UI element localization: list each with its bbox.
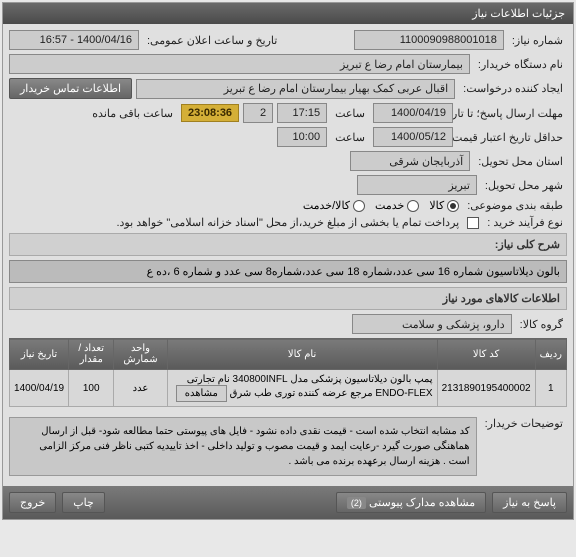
- buyer-note-text: کد مشابه انتخاب شده است - قیمت نقدی داده…: [9, 417, 477, 476]
- view-good-button[interactable]: مشاهده: [176, 385, 227, 402]
- remaining-label: ساعت باقی مانده: [88, 107, 177, 120]
- requester-field: اقبال عربی کمک بهیار بیمارستان امام رضا …: [136, 79, 455, 99]
- radio-dot-icon: [447, 200, 459, 212]
- category-radio-group: کالا خدمت کالا/خدمت: [303, 199, 459, 212]
- attachment-count-badge: (2): [347, 497, 366, 509]
- category-label: طبقه بندی موضوعی:: [463, 199, 567, 212]
- contact-info-button[interactable]: اطلاعات تماس خریدار: [9, 78, 132, 99]
- view-attachments-button[interactable]: مشاهده مدارک پیوستی (2): [336, 492, 486, 513]
- buyer-note-label: توضیحات خریدار:: [481, 413, 567, 430]
- footer-bar: پاسخ به نیاز مشاهده مدارک پیوستی (2) چاپ…: [3, 486, 573, 519]
- buy-type-label: نوع فرآیند خرید :: [483, 216, 567, 229]
- public-announce-label: تاریخ و ساعت اعلان عمومی:: [143, 34, 281, 47]
- answer-need-button[interactable]: پاسخ به نیاز: [492, 492, 567, 513]
- need-no-label: شماره نیاز:: [508, 34, 567, 47]
- col-date: تاریخ نیاز: [10, 339, 69, 370]
- need-no-field: 1100090988001018: [354, 30, 504, 50]
- col-code: کد کالا: [437, 339, 535, 370]
- table-header-row: ردیف کد کالا نام کالا واحد شمارش تعداد /…: [10, 339, 567, 370]
- need-details-panel: جزئیات اطلاعات نیاز شماره نیاز: 11000909…: [2, 2, 574, 520]
- table-row: 1 2131890195400002 پمپ بالون دیلاتاسیون …: [10, 370, 567, 407]
- col-idx: ردیف: [535, 339, 566, 370]
- response-time-field: 17:15: [277, 103, 327, 123]
- col-unit: واحد شمارش: [114, 339, 167, 370]
- panel-title: جزئیات اطلاعات نیاز: [3, 3, 573, 24]
- requester-label: ایجاد کننده درخواست:: [459, 82, 567, 95]
- response-deadline-label: مهلت ارسال پاسخ؛ تا تاریخ:: [457, 107, 567, 120]
- days-field: 2: [243, 103, 273, 123]
- col-qty: تعداد / مقدار: [69, 339, 114, 370]
- cell-qty: 100: [69, 370, 114, 407]
- goods-group-label: گروه کالا:: [516, 318, 567, 331]
- time-label-2: ساعت: [331, 131, 369, 144]
- deadline-date-field: 1400/05/12: [373, 127, 453, 147]
- buy-type-checkbox[interactable]: [467, 217, 479, 229]
- public-announce-field: 1400/04/16 - 16:57: [9, 30, 139, 50]
- city-label: شهر محل تحویل:: [481, 179, 567, 192]
- goods-group-field: دارو، پزشکی و سلامت: [352, 314, 512, 334]
- need-desc-text: بالون دیلاتاسیون شماره 16 سی عدد،شماره 1…: [9, 260, 567, 283]
- buyer-org-field: بیمارستان امام رضا ع تبریز: [9, 54, 470, 74]
- price-deadline-label: حداقل تاریخ اعتبار قیمت؛ تا تاریخ:: [457, 131, 567, 144]
- buy-type-text: پرداخت تمام یا بخشی از مبلغ خرید،از محل …: [9, 216, 463, 229]
- province-label: استان محل تحویل:: [474, 155, 567, 168]
- need-desc-title: شرح کلی نیاز:: [9, 233, 567, 256]
- deadline-time-field: 10:00: [277, 127, 327, 147]
- buyer-org-label: نام دستگاه خریدار:: [474, 58, 567, 71]
- cell-code: 2131890195400002: [437, 370, 535, 407]
- response-date-field: 1400/04/19: [373, 103, 453, 123]
- goods-table: ردیف کد کالا نام کالا واحد شمارش تعداد /…: [9, 338, 567, 407]
- cell-idx: 1: [535, 370, 566, 407]
- radio-dot-icon: [407, 200, 419, 212]
- province-field: آذربایجان شرقی: [350, 151, 470, 171]
- radio-dot-icon: [353, 200, 365, 212]
- exit-button[interactable]: خروج: [9, 492, 56, 513]
- print-button[interactable]: چاپ: [62, 492, 105, 513]
- countdown-timer: 23:08:36: [181, 104, 239, 122]
- time-label-1: ساعت: [331, 107, 369, 120]
- cell-unit: عدد: [114, 370, 167, 407]
- radio-both[interactable]: کالا/خدمت: [303, 199, 365, 212]
- cell-date: 1400/04/19: [10, 370, 69, 407]
- col-name: نام کالا: [167, 339, 437, 370]
- city-field: تبریز: [357, 175, 477, 195]
- goods-section-title: اطلاعات کالاهای مورد نیاز: [9, 287, 567, 310]
- radio-goods[interactable]: کالا: [429, 199, 459, 212]
- radio-service[interactable]: خدمت: [375, 199, 419, 212]
